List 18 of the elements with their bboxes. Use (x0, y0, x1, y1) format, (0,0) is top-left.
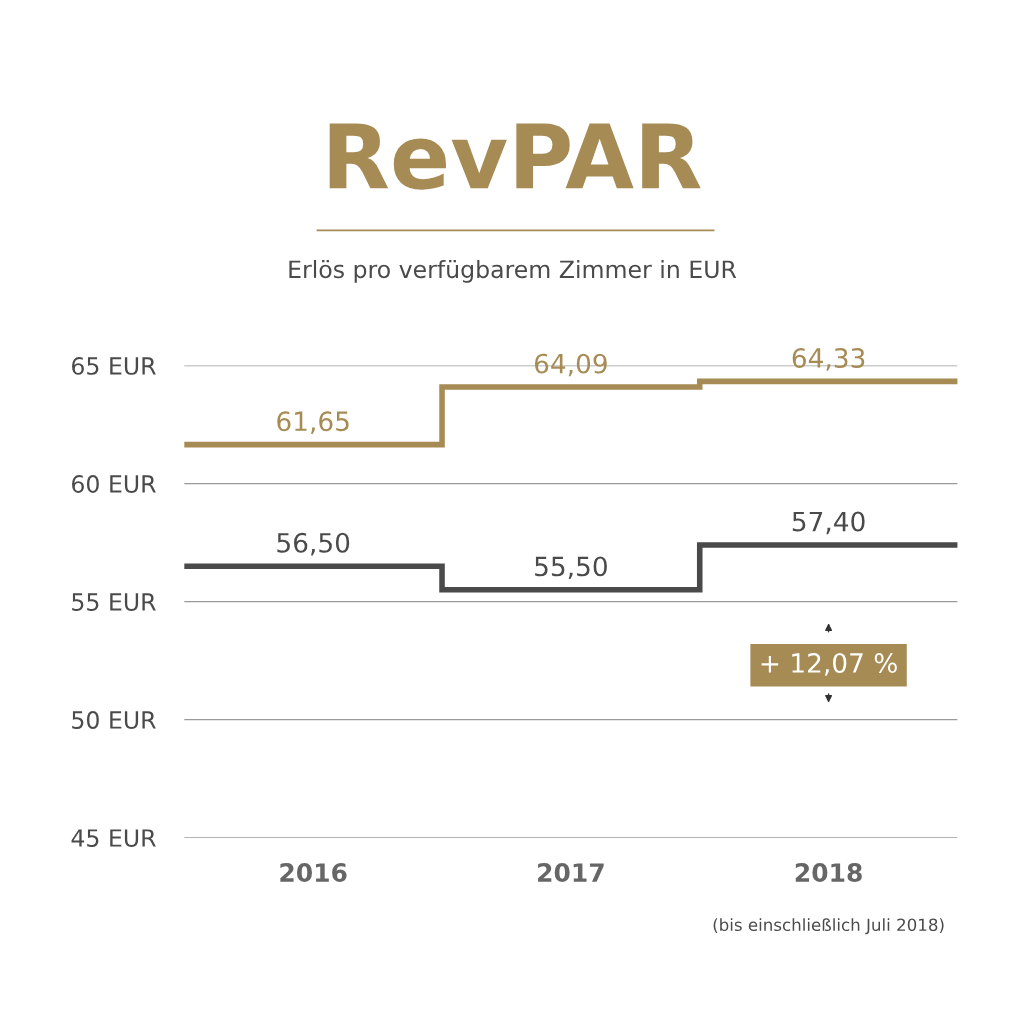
y-tick-label: 45 EUR (71, 829, 156, 847)
x-tick-label: 2016 (280, 863, 347, 882)
y-tick-label: 50 EUR (72, 711, 156, 729)
y-tick-label: 65 EUR (72, 357, 156, 375)
data-label: 64,33 (792, 347, 865, 371)
y-tick-label: 55 EUR (72, 593, 156, 611)
data-label: 57,40 (792, 511, 865, 535)
annotation: + 12,07 % (761, 653, 897, 676)
chart-title: RevPAR (329, 123, 701, 190)
data-label: 64,09 (534, 353, 607, 377)
data-label: 56,50 (277, 532, 350, 556)
text: (bis einschließlich Juli 2018) (713, 918, 944, 935)
y-tick-label: 60 EUR (72, 475, 156, 493)
data-label: 61,65 (277, 411, 349, 434)
data-label: 55,50 (535, 556, 607, 580)
chart-subtitle: Erlös pro verfügbarem Zimmer in EUR (289, 259, 737, 283)
x-tick-label: 2018 (795, 863, 862, 882)
x-tick-label: 2017 (538, 863, 604, 882)
